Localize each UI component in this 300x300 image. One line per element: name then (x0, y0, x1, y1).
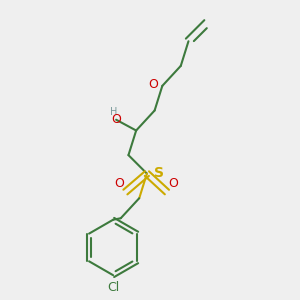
Text: H: H (110, 107, 118, 117)
Text: O: O (169, 177, 178, 190)
Text: Cl: Cl (107, 281, 119, 294)
Text: O: O (114, 177, 124, 190)
Text: O: O (111, 112, 121, 126)
Text: S: S (154, 166, 164, 180)
Text: O: O (149, 78, 159, 91)
